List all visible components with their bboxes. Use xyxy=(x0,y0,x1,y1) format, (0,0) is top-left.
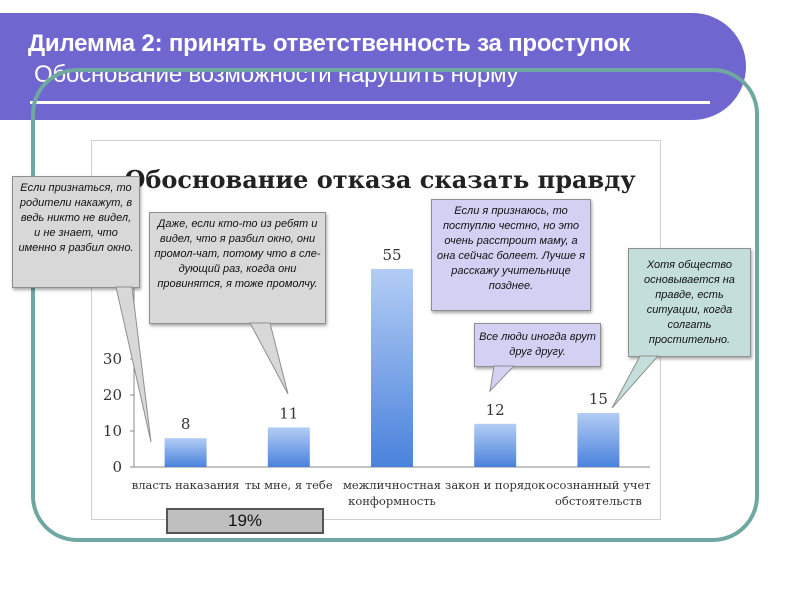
x-category-label: власть наказания xyxy=(132,478,240,492)
y-tick-label: 0 xyxy=(112,458,122,476)
slide-subtitle: Обоснование возможности нарушить норму xyxy=(34,61,519,88)
bar-value-label: 12 xyxy=(486,401,505,419)
chart-title: Обоснование отказа сказать правду xyxy=(124,165,636,194)
bar xyxy=(371,269,413,467)
callout-punishment: Если признаться, то родители накажут, в … xyxy=(12,176,140,288)
bar-value-label: 55 xyxy=(382,246,401,264)
banner-underline xyxy=(30,101,710,104)
callout-law: Все люди иногда врут друг другу. xyxy=(474,323,601,367)
slide-frame xyxy=(31,68,759,542)
bar-value-label: 8 xyxy=(181,415,191,433)
pointer-reciprocity xyxy=(249,322,289,395)
x-category-label: осознанный учет обстоятельств xyxy=(546,478,650,508)
bar xyxy=(577,413,620,467)
y-tick-label: 20 xyxy=(103,386,122,404)
percent-label: 19% xyxy=(166,508,324,534)
callout-circumstances: Хотя общество основывается на правде, ес… xyxy=(628,248,751,357)
y-tick-label: 10 xyxy=(103,422,122,440)
callout-conformity: Если я признаюсь, то поступлю честно, но… xyxy=(431,199,591,311)
bar xyxy=(164,438,207,467)
callout-reciprocity: Даже, если кто-то из ребят и видел, что … xyxy=(149,212,326,324)
x-category-label: ты мне, я тебе xyxy=(245,478,333,492)
pointer-circumstances xyxy=(611,355,660,409)
slide-title: Дилемма 2: принять ответственность за пр… xyxy=(28,30,631,57)
bar xyxy=(267,427,310,467)
pointer-law xyxy=(489,365,516,393)
pointer-punishment xyxy=(115,286,152,443)
bar xyxy=(474,423,517,467)
y-tick-label: 30 xyxy=(103,350,122,368)
bar-value-label: 15 xyxy=(589,390,608,408)
x-category-label: межличностная конформность xyxy=(343,478,441,508)
bar-value-label: 11 xyxy=(279,404,298,422)
x-category-label: закон и порядок xyxy=(445,478,546,492)
